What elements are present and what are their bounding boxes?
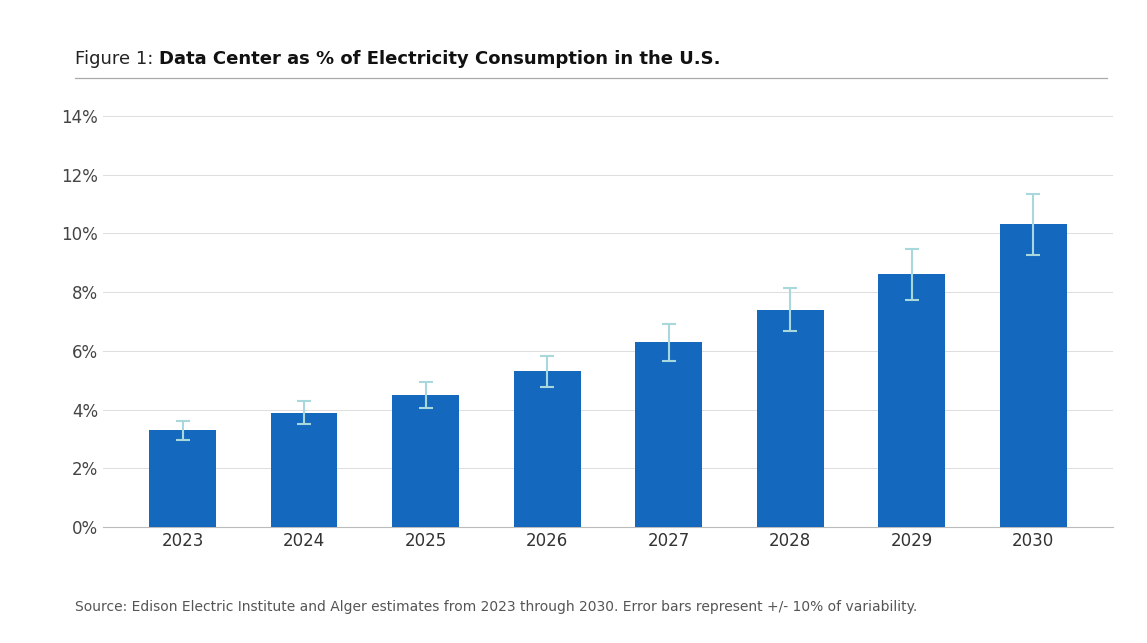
Bar: [392, 395, 459, 527]
Bar: [635, 342, 702, 527]
Text: Figure 1:: Figure 1:: [75, 50, 158, 68]
Bar: [1000, 224, 1067, 527]
Bar: [879, 275, 945, 527]
Bar: [757, 310, 824, 527]
Text: Data Center as % of Electricity Consumption in the U.S.: Data Center as % of Electricity Consumpt…: [158, 50, 720, 68]
Bar: [149, 430, 216, 527]
Bar: [514, 372, 580, 527]
Text: Source: Edison Electric Institute and Alger estimates from 2023 through 2030. Er: Source: Edison Electric Institute and Al…: [75, 600, 916, 614]
Bar: [271, 413, 337, 527]
